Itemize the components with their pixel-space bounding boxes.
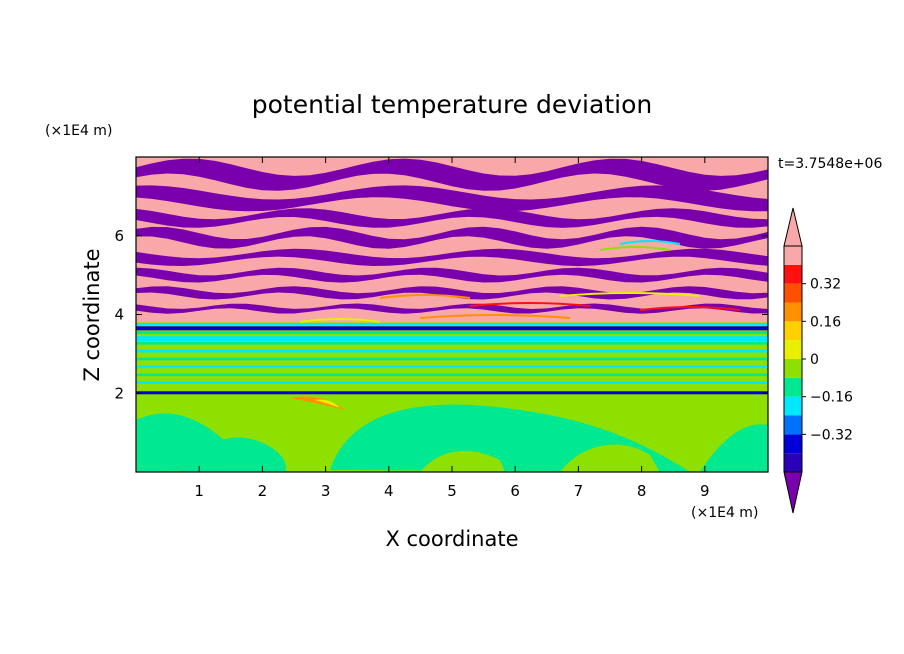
x-tick-label-3: 3	[321, 482, 331, 500]
colorbar-tick-label: 0	[810, 352, 819, 368]
x-axis: 1 2 3 4 5 6 7 8 9	[194, 157, 710, 500]
y-axis: 2 4 6	[114, 227, 768, 402]
colorbar-tick-label: 0.32	[810, 277, 841, 293]
x-tick-label-2: 2	[258, 482, 268, 500]
colorbar-cell	[784, 415, 802, 435]
y-tick-label-2: 2	[114, 384, 124, 402]
colorbar: 0.32 0.16 0 −0.16 −0.32	[783, 207, 853, 514]
colorbar-cell	[784, 264, 802, 284]
x-tick-label-5: 5	[447, 482, 457, 500]
y-tick-label-6: 6	[114, 227, 124, 245]
colorbar-tick-label: −0.32	[810, 427, 853, 443]
x-axis-unit: (×1E4 m)	[691, 505, 758, 521]
colorbar-cell	[784, 246, 802, 265]
colorbar-extend-bottom	[783, 471, 803, 514]
colorbar-cell	[784, 396, 802, 416]
colorbar-cell	[784, 453, 802, 472]
y-axis-label: Z coordinate	[80, 248, 104, 381]
x-tick-label-7: 7	[574, 482, 584, 500]
colorbar-extend-top	[783, 207, 803, 247]
x-tick-label-8: 8	[637, 482, 647, 500]
colorbar-cell	[784, 359, 802, 378]
colorbar-cell	[784, 340, 802, 359]
heatmap-field	[136, 157, 768, 472]
colorbar-cell	[784, 302, 802, 322]
x-axis-label: X coordinate	[385, 527, 518, 551]
chart-title: potential temperature deviation	[252, 90, 652, 119]
x-tick-label-1: 1	[194, 482, 204, 500]
colorbar-cell	[784, 434, 802, 454]
colorbar-cell	[784, 283, 802, 303]
x-tick-label-9: 9	[700, 482, 710, 500]
x-tick-label-4: 4	[384, 482, 394, 500]
colorbar-tick-label: 0.16	[810, 314, 841, 330]
time-label: t=3.7548e+06	[778, 156, 882, 172]
colorbar-tick-label: −0.16	[810, 390, 853, 406]
x-tick-label-6: 6	[510, 482, 520, 500]
y-tick-label-4: 4	[114, 306, 124, 324]
colorbar-cell	[784, 321, 802, 341]
y-axis-unit: (×1E4 m)	[45, 123, 112, 139]
colorbar-cell	[784, 377, 802, 397]
